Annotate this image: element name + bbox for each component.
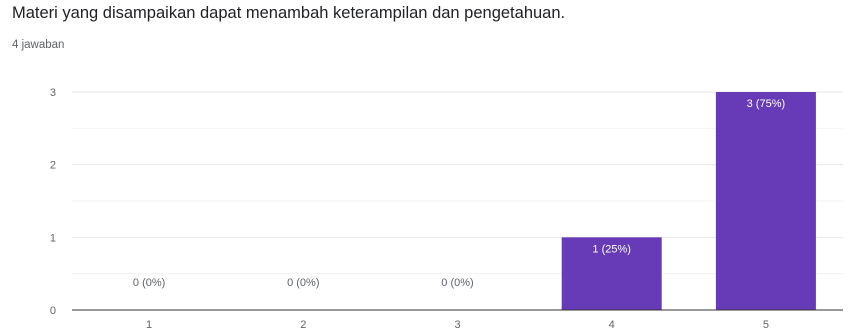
question-title: Materi yang disampaikan dapat menambah k… (12, 4, 566, 22)
response-count: 4 jawaban (12, 39, 65, 51)
bar (561, 237, 662, 310)
bar (715, 92, 816, 310)
x-tick-label: 2 (300, 319, 306, 331)
x-tick-label: 1 (146, 319, 152, 331)
data-labels: 0 (0%) 0 (0%) 0 (0%) 1 (25%) 3 (75%) (133, 98, 785, 289)
x-tick-label: 5 (763, 319, 769, 331)
y-tick-label: 1 (50, 232, 56, 244)
data-label: 1 (25%) (592, 243, 631, 255)
data-label: 0 (0%) (133, 277, 165, 289)
x-tick-label: 4 (609, 319, 615, 331)
y-tick-label: 3 (50, 87, 56, 99)
x-tick-label: 3 (454, 319, 460, 331)
axes: 0 1 2 3 1 2 3 4 5 (50, 87, 843, 331)
data-label: 0 (0%) (441, 277, 473, 289)
data-label: 3 (75%) (747, 98, 786, 110)
gridlines (72, 91, 843, 275)
bars (561, 92, 816, 310)
y-tick-label: 2 (50, 160, 56, 172)
data-label: 0 (0%) (287, 277, 319, 289)
y-tick-label: 0 (50, 305, 56, 317)
